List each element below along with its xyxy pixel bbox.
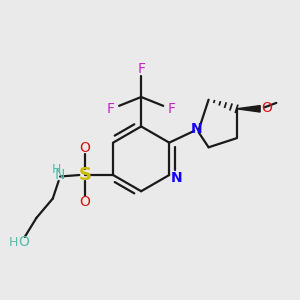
Text: H: H [9,236,18,249]
Text: N: N [171,171,182,185]
Text: F: F [137,62,145,76]
Text: O: O [18,235,29,249]
Text: S: S [79,166,92,184]
Text: O: O [80,141,91,155]
Polygon shape [237,106,260,112]
Text: H: H [52,163,61,176]
Text: O: O [80,195,91,209]
Text: N: N [191,122,203,136]
Text: N: N [54,168,65,182]
Text: F: F [168,102,176,116]
Text: F: F [106,102,114,116]
Text: O: O [261,101,272,115]
